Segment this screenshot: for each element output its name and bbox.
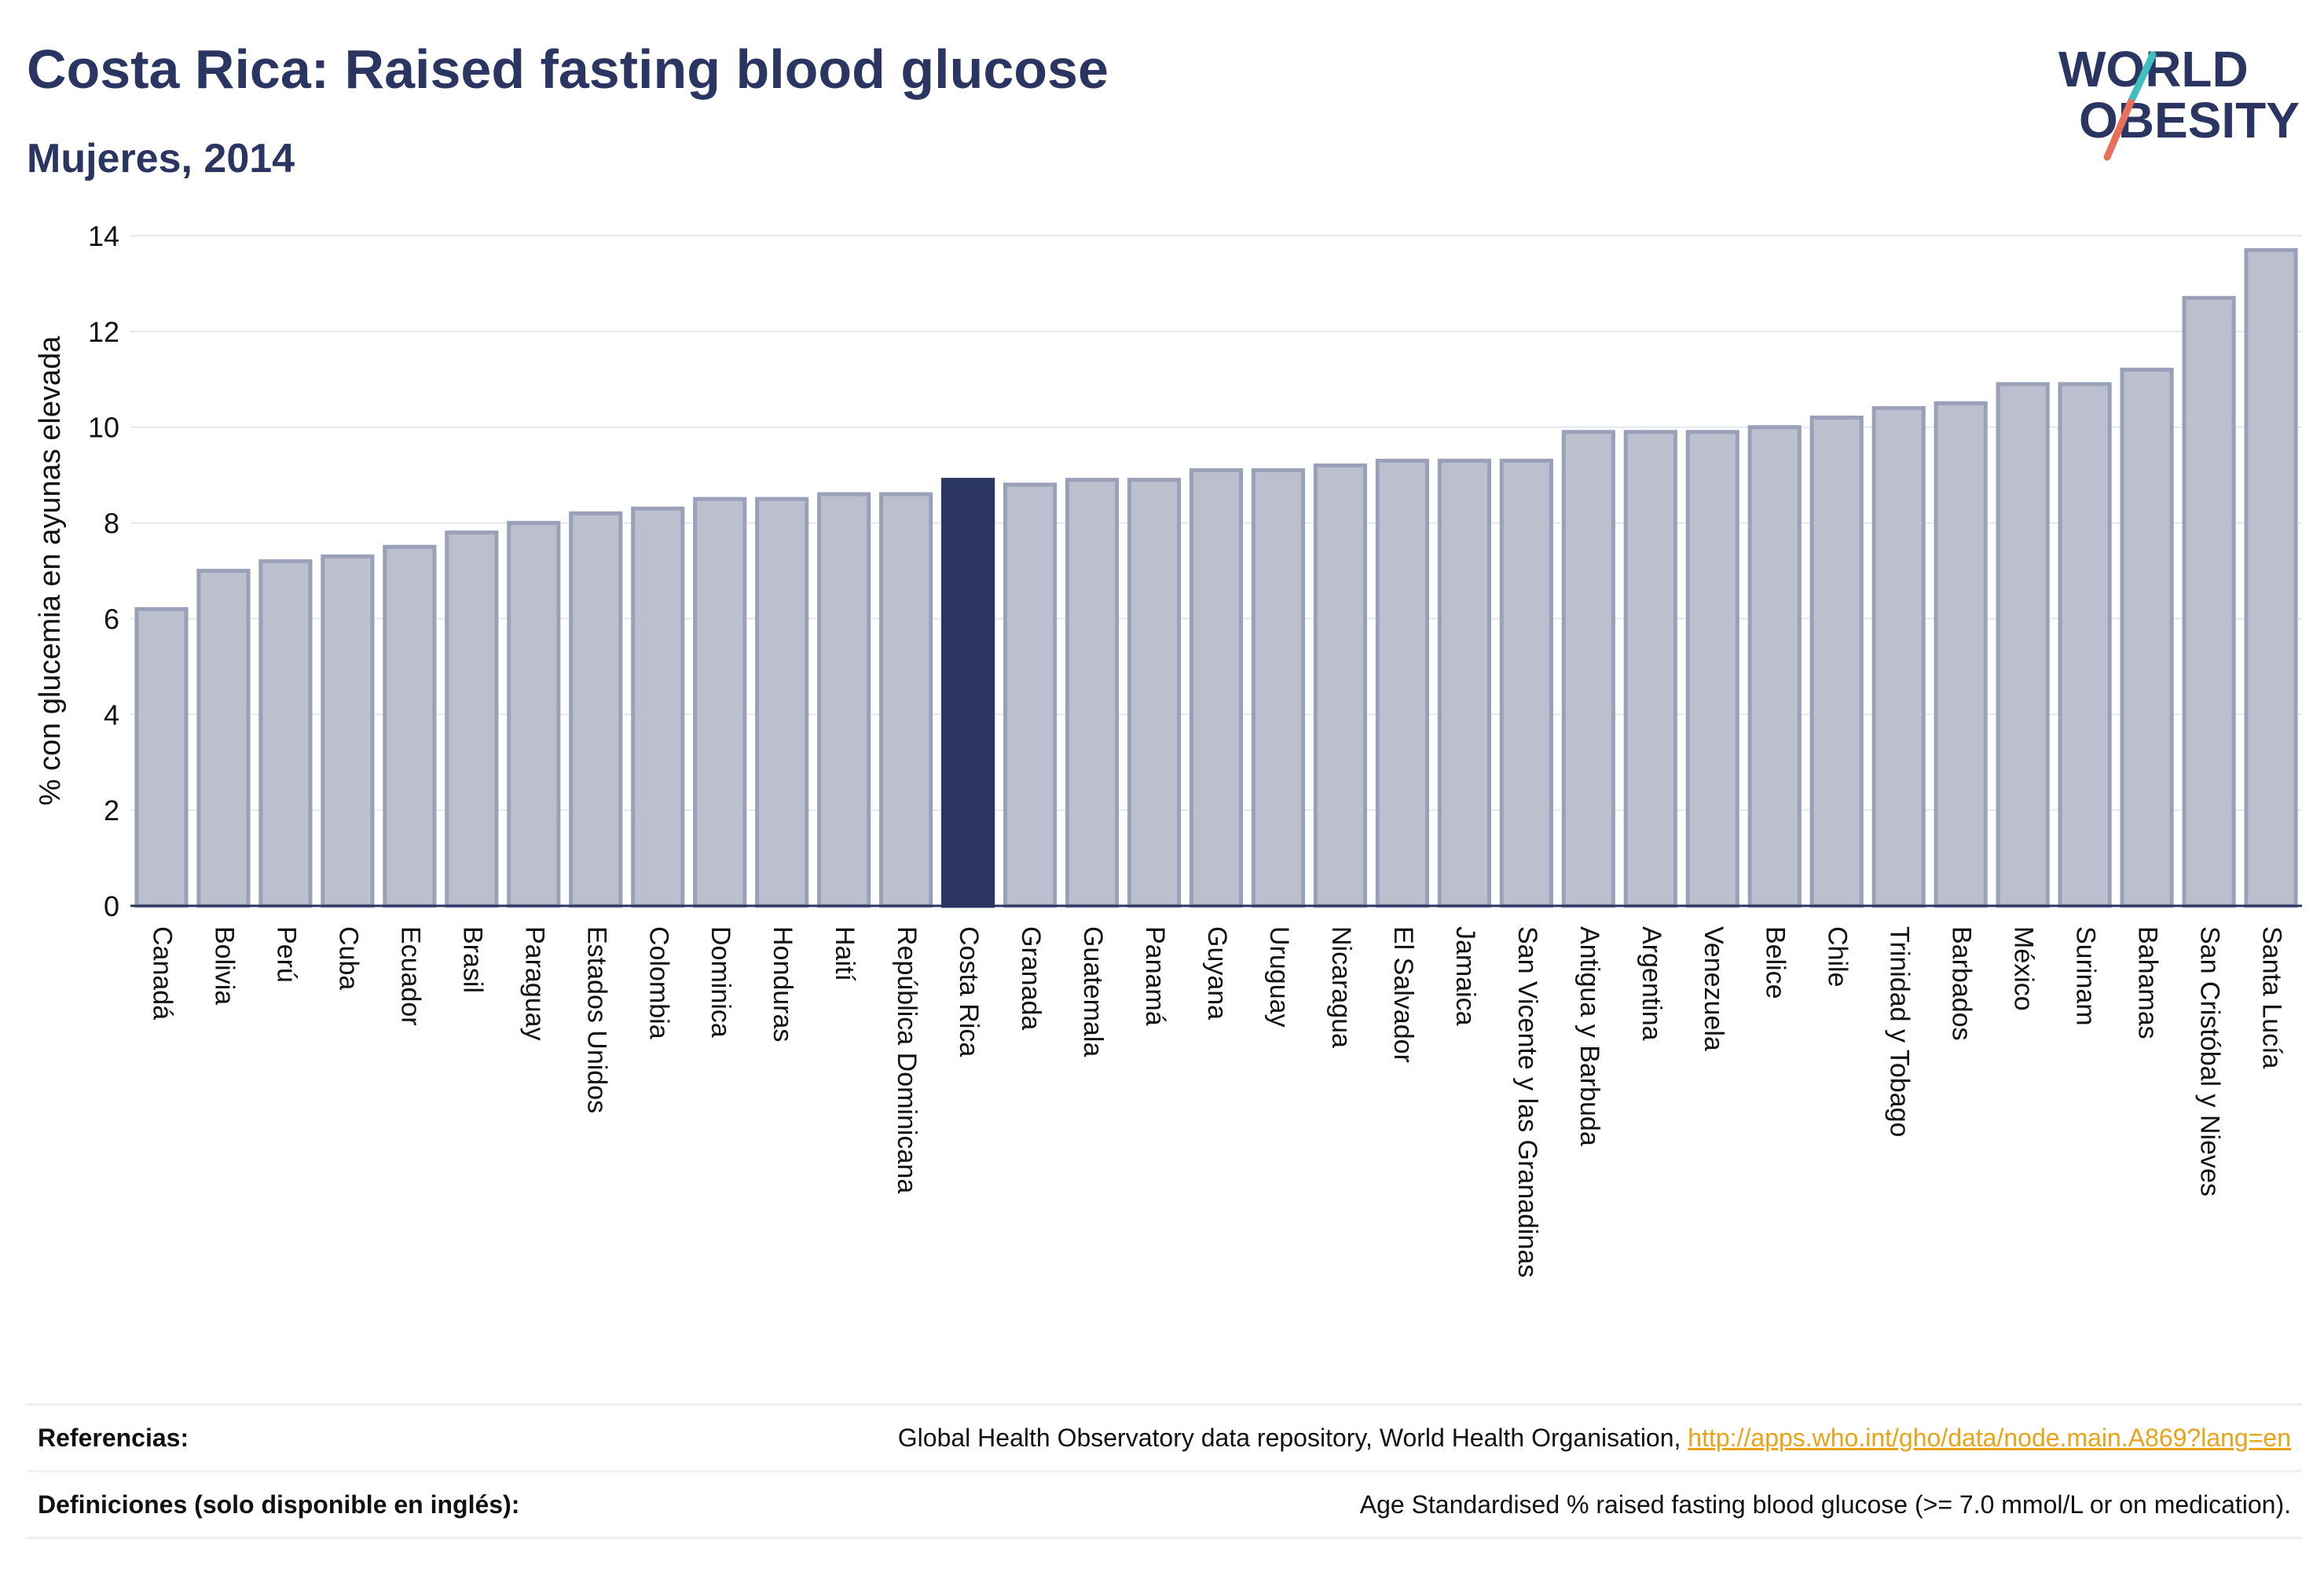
x-tick-label: Bahamas: [2133, 926, 2163, 1039]
references-link[interactable]: http://apps.who.int/gho/data/node.main.A…: [1688, 1423, 2291, 1452]
references-source: Global Health Observatory data repositor…: [897, 1423, 1688, 1452]
bar: [1375, 458, 1430, 908]
bar: [1499, 458, 1553, 908]
chart-subtitle: Mujeres, 2014: [27, 136, 295, 181]
logo-slash-red: [2103, 98, 2135, 161]
x-tick-label: Guyana: [1202, 926, 1232, 1020]
x-tick-label: Ecuador: [395, 926, 425, 1026]
bar: [2182, 295, 2236, 908]
logo-slash-teal: [2127, 51, 2157, 106]
x-tick-label: Colombia: [643, 926, 673, 1039]
bars: [134, 247, 2298, 908]
bar: [1127, 478, 1182, 908]
x-tick-label: El Salvador: [1388, 926, 1418, 1063]
bar: [321, 554, 375, 908]
bar: [1313, 463, 1368, 908]
bar: [569, 511, 623, 908]
bar: [1561, 430, 1615, 908]
bar: [2120, 368, 2174, 908]
x-tick-label: Chile: [1823, 926, 1853, 987]
y-axis-ticks: 0 2 4 6 8 10 12 14: [88, 220, 119, 922]
x-tick-label: Jamaica: [1450, 926, 1480, 1026]
y-tick-label: 4: [104, 698, 119, 731]
references-row: Referencias: Global Health Observatory d…: [27, 1403, 2302, 1470]
x-tick-label: San Vicente y las Granadinas: [1512, 926, 1542, 1277]
bar: [631, 506, 685, 908]
bar: [1003, 482, 1058, 908]
x-tick-label: Dominica: [706, 926, 735, 1038]
definitions-row: Definiciones (solo disponible en inglés)…: [27, 1470, 2302, 1539]
bar: [817, 492, 871, 908]
definitions-label: Definiciones (solo disponible en inglés)…: [38, 1490, 520, 1519]
x-tick-label: Panamá: [1140, 926, 1170, 1026]
x-tick-label: Haití: [830, 926, 860, 981]
bar: [258, 559, 313, 908]
y-tick-label: 12: [88, 316, 119, 348]
bar: [1623, 430, 1677, 908]
chart-title: Costa Rica: Raised fasting blood glucose: [27, 38, 1109, 100]
logo-word-world: WORLD: [2058, 41, 2249, 97]
bar: [2058, 382, 2112, 908]
bar: [1934, 401, 1988, 908]
bar: [879, 492, 933, 908]
bar: [445, 530, 499, 908]
x-tick-label: Surinam: [2071, 926, 2101, 1026]
x-tick-label: Venezuela: [1699, 926, 1728, 1051]
x-tick-label: Canadá: [147, 926, 177, 1020]
y-axis-label: % con glucemia en ayunas elevada: [34, 335, 67, 806]
x-tick-label: Estados Unidos: [581, 926, 611, 1113]
y-tick-label: 2: [104, 794, 119, 826]
x-tick-label: México: [2009, 926, 2039, 1011]
bar: [941, 478, 995, 908]
x-tick-label: Argentina: [1637, 926, 1666, 1041]
x-tick-label: Nicaragua: [1326, 926, 1356, 1048]
x-tick-label: Guatemala: [1078, 926, 1108, 1057]
x-tick-label: Antigua y Barbuda: [1574, 926, 1604, 1146]
x-tick-label: Perú: [271, 926, 301, 983]
x-tick-label: Uruguay: [1264, 926, 1294, 1028]
bar: [1871, 405, 1926, 908]
bar: [507, 521, 561, 908]
x-tick-label: Trinidad y Tobago: [1885, 926, 1915, 1137]
y-tick-label: 8: [104, 508, 119, 540]
bar: [1996, 382, 2050, 908]
y-tick-label: 6: [104, 603, 119, 635]
bar: [1809, 416, 1864, 908]
bar: [1189, 468, 1244, 908]
bar: [1065, 478, 1120, 908]
bar: [134, 607, 189, 908]
x-tick-label: Barbados: [1947, 926, 1977, 1041]
x-tick-label: Bolivia: [209, 926, 239, 1005]
bar: [693, 497, 747, 908]
bar: [1747, 425, 1802, 908]
bar: [1437, 458, 1491, 908]
x-tick-label: Honduras: [768, 926, 797, 1042]
bar: [755, 497, 809, 908]
references-value: Global Health Observatory data repositor…: [898, 1424, 2302, 1453]
x-axis-tick-labels: Canadá Bolivia Perú Cuba Ecuador Brasil Paragu…: [147, 926, 2286, 1277]
x-tick-label: Brasil: [457, 926, 487, 993]
x-tick-label: Paraguay: [519, 926, 549, 1041]
x-tick-label: Santa Lucía: [2257, 926, 2287, 1069]
x-tick-label: Cuba: [333, 926, 363, 990]
y-tick-label: 10: [88, 412, 119, 444]
bar: [1685, 430, 1739, 908]
bar: [1251, 468, 1306, 908]
bar: [383, 544, 437, 908]
x-tick-label: San Cristóbal y Nieves: [2195, 926, 2225, 1197]
x-tick-label: Costa Rica: [954, 926, 984, 1057]
x-tick-label: Belice: [1761, 926, 1791, 999]
references-table: Referencias: Global Health Observatory d…: [27, 1403, 2302, 1539]
bar-chart: 0 2 4 6 8 10 12 14 Canadá Bolivia Perú Cuba Ecuador…: [34, 220, 2302, 1277]
definitions-value: Age Standardised % raised fasting blood …: [1359, 1490, 2291, 1519]
x-tick-label: Granada: [1016, 926, 1046, 1030]
y-tick-label: 0: [104, 890, 119, 922]
y-tick-label: 14: [88, 220, 119, 252]
world-obesity-logo: WORLD OBESITY: [2058, 41, 2300, 161]
bar: [196, 569, 251, 908]
x-tick-label: República Dominicana: [892, 926, 922, 1193]
bar: [2244, 247, 2298, 908]
references-label: Referencias:: [38, 1423, 189, 1452]
